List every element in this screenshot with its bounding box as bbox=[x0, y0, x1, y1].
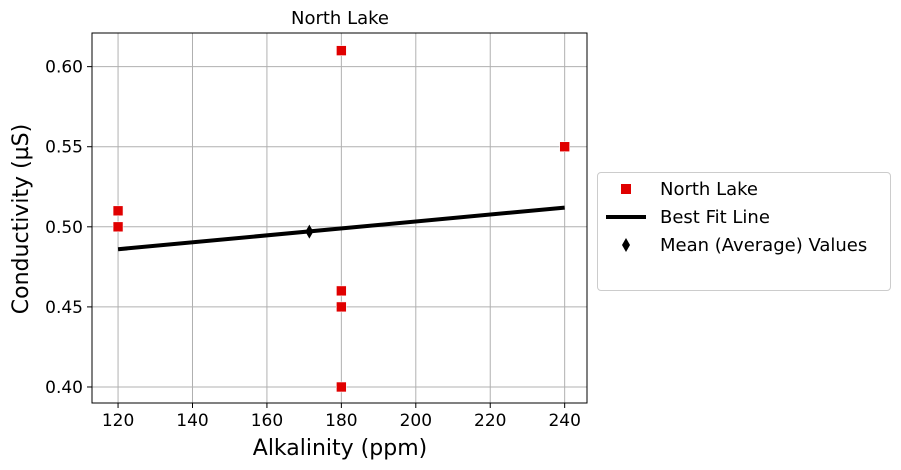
y-tick-label: 0.45 bbox=[45, 298, 83, 318]
x-tick-label: 120 bbox=[102, 411, 134, 431]
legend-item-north-lake: North Lake bbox=[598, 176, 758, 202]
x-tick-label: 160 bbox=[251, 411, 283, 431]
axis-ticks: 120 140 160 180 200 220 240 0.40 0.45 0.50 0.55 0.6… bbox=[45, 58, 581, 431]
legend-label: North Lake bbox=[660, 178, 758, 200]
best-fit-line-layer bbox=[117, 205, 565, 252]
legend: North Lake Best Fit Line Mean (Average) … bbox=[597, 172, 891, 291]
legend-label: Mean (Average) Values bbox=[660, 234, 868, 256]
grid bbox=[92, 33, 587, 403]
x-tick-label: 200 bbox=[400, 411, 432, 431]
y-tick-label: 0.55 bbox=[45, 138, 83, 158]
x-tick-label: 220 bbox=[474, 411, 506, 431]
red-square-marker-icon bbox=[606, 176, 652, 202]
data-point-north-lake bbox=[336, 381, 347, 393]
data-points bbox=[112, 45, 570, 393]
y-tick-label: 0.60 bbox=[45, 58, 83, 78]
chart-title: North Lake bbox=[291, 8, 389, 29]
y-axis-label: Conductivity (µS) bbox=[9, 124, 34, 314]
diamond-marker-icon bbox=[606, 232, 652, 258]
x-tick-label: 140 bbox=[176, 411, 208, 431]
x-axis-label: Alkalinity (ppm) bbox=[253, 436, 427, 461]
y-tick-label: 0.40 bbox=[45, 378, 83, 398]
data-point-north-lake bbox=[112, 221, 124, 233]
x-tick-label: 180 bbox=[325, 411, 357, 431]
data-point-mean bbox=[305, 224, 314, 239]
best-fit-line bbox=[117, 205, 565, 252]
legend-label: Best Fit Line bbox=[660, 206, 770, 228]
x-tick-label: 240 bbox=[548, 411, 580, 431]
data-point-north-lake bbox=[336, 285, 347, 297]
data-point-north-lake bbox=[559, 141, 570, 153]
data-point-north-lake bbox=[336, 301, 347, 313]
legend-item-best-fit-line: Best Fit Line bbox=[598, 204, 770, 230]
legend-item-mean-values: Mean (Average) Values bbox=[598, 232, 867, 258]
plot-area-frame bbox=[91, 32, 588, 404]
black-line-icon bbox=[606, 204, 652, 230]
y-tick-label: 0.50 bbox=[45, 218, 83, 238]
data-point-north-lake bbox=[112, 205, 124, 217]
data-point-north-lake bbox=[336, 45, 347, 56]
